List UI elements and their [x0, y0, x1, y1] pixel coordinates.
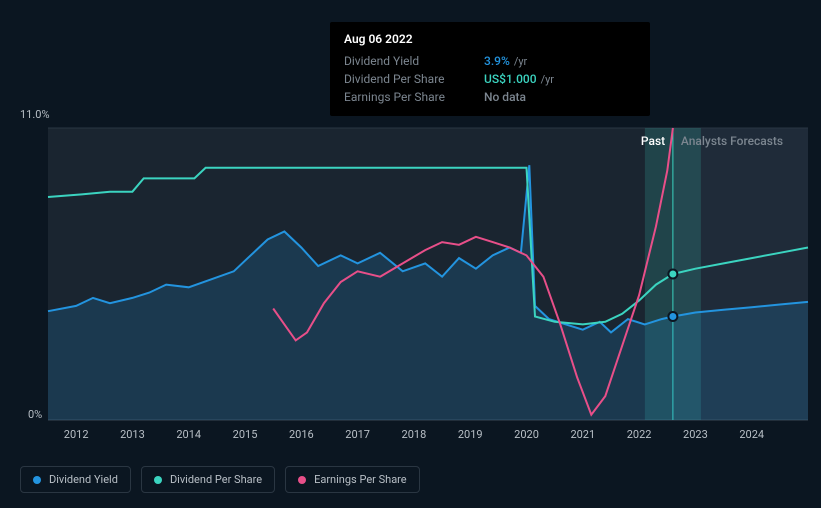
- tooltip-unit-0: /yr: [514, 55, 527, 68]
- x-tick-2013: 2013: [120, 428, 145, 441]
- x-tick-2021: 2021: [570, 428, 595, 441]
- x-tick-2019: 2019: [458, 428, 483, 441]
- tooltip-label-0: Dividend Yield: [344, 54, 484, 68]
- legend-item-dividend-yield[interactable]: Dividend Yield: [20, 466, 131, 493]
- x-tick-2016: 2016: [289, 428, 314, 441]
- x-tick-2022: 2022: [627, 428, 652, 441]
- legend-swatch-dividend-per-share: [154, 476, 162, 484]
- x-tick-2024: 2024: [739, 428, 764, 441]
- tooltip-value-1: US$1.000: [484, 72, 537, 86]
- legend-label-earnings-per-share: Earnings Per Share: [314, 473, 407, 486]
- x-tick-2015: 2015: [233, 428, 258, 441]
- tooltip-label-1: Dividend Per Share: [344, 72, 484, 86]
- tooltip-label-2: Earnings Per Share: [344, 90, 484, 104]
- forecast-label: Analysts Forecasts: [681, 134, 783, 148]
- tooltip-row-0: Dividend Yield 3.9% /yr: [344, 52, 636, 70]
- tooltip-unit-1: /yr: [541, 73, 554, 86]
- legend-item-dividend-per-share[interactable]: Dividend Per Share: [141, 466, 275, 493]
- legend-label-dividend-per-share: Dividend Per Share: [170, 473, 262, 486]
- legend-swatch-dividend-yield: [33, 476, 41, 484]
- x-tick-2020: 2020: [514, 428, 539, 441]
- x-tick-2012: 2012: [64, 428, 89, 441]
- x-tick-2014: 2014: [176, 428, 201, 441]
- x-tick-2018: 2018: [402, 428, 427, 441]
- tooltip: Aug 06 2022 Dividend Yield 3.9% /yr Divi…: [330, 22, 650, 116]
- x-tick-2023: 2023: [683, 428, 708, 441]
- legend-item-earnings-per-share[interactable]: Earnings Per Share: [285, 466, 420, 493]
- x-tick-2017: 2017: [345, 428, 370, 441]
- dividend-yield-marker: [668, 312, 677, 321]
- dividend-per-share-marker: [668, 270, 677, 279]
- tooltip-title: Aug 06 2022: [344, 32, 636, 46]
- legend-label-dividend-yield: Dividend Yield: [49, 473, 118, 486]
- tooltip-row-1: Dividend Per Share US$1.000 /yr: [344, 70, 636, 88]
- tooltip-value-2: No data: [484, 90, 526, 104]
- past-label: Past: [641, 134, 665, 148]
- tooltip-value-0: 3.9%: [484, 54, 510, 68]
- tooltip-row-2: Earnings Per Share No data: [344, 88, 636, 106]
- legend: Dividend Yield Dividend Per Share Earnin…: [20, 466, 420, 493]
- legend-swatch-earnings-per-share: [298, 476, 306, 484]
